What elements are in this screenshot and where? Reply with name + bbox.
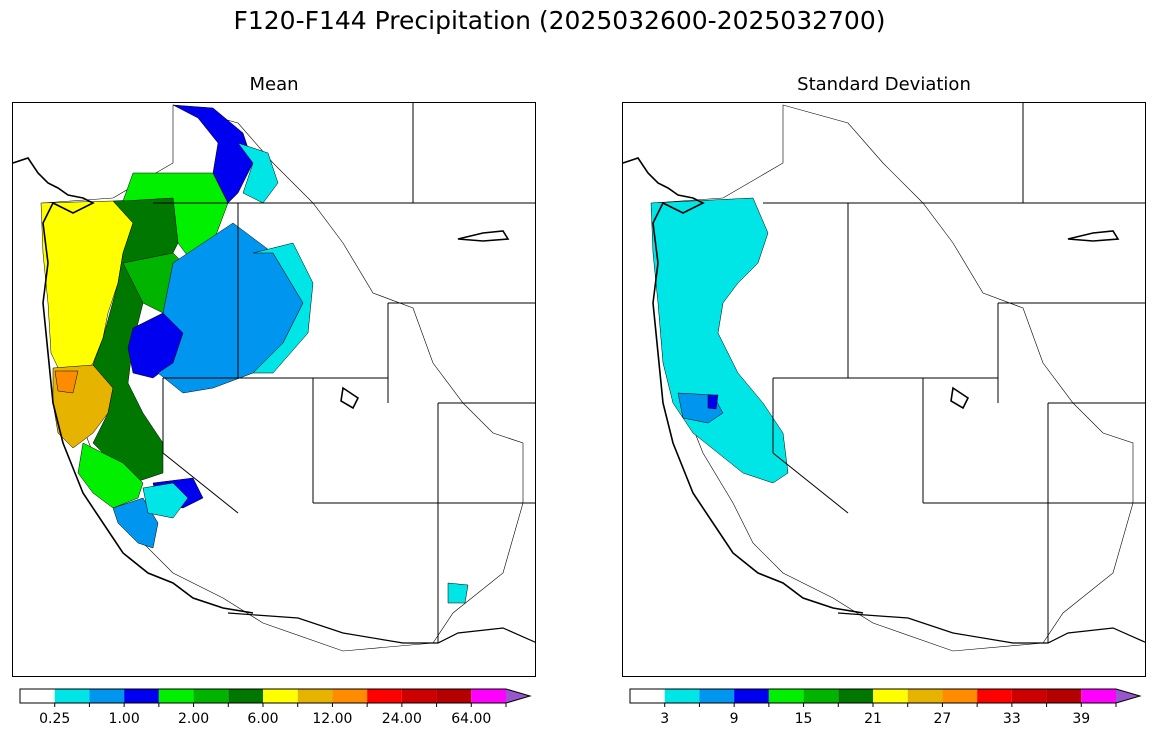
colorbar-swatch — [228, 689, 263, 703]
colorbar-swatch — [977, 689, 1012, 703]
precip-cyan-mid — [252, 242, 314, 374]
colorbar-swatch — [803, 689, 839, 703]
colorbar-tick-label: 39 — [1072, 711, 1091, 727]
colorbar-swatch — [734, 689, 769, 703]
colorbar-swatch — [1046, 689, 1082, 703]
great-salt-lake — [950, 386, 970, 410]
colorbar-outline — [19, 688, 532, 704]
colorbar-swatch — [699, 689, 735, 703]
colorbar-swatch — [54, 689, 90, 703]
colorbar-swatch — [506, 689, 530, 703]
colorbar-swatch — [1081, 689, 1116, 703]
stddev-panel-title: Standard Deviation — [797, 74, 971, 95]
colorbar-tick-label: 24.00 — [381, 711, 422, 727]
mean-map — [12, 102, 536, 677]
colorbar-tick-label: 9 — [729, 711, 739, 727]
colorbar-swatch — [401, 689, 437, 703]
colorbar-swatch — [1011, 689, 1047, 703]
coastline — [623, 157, 864, 614]
colorbar-tick-label: 33 — [1002, 711, 1021, 727]
coastline — [13, 157, 254, 614]
lake-line — [1067, 230, 1120, 242]
colorbar-swatch — [768, 689, 804, 703]
colorbar-swatch — [942, 689, 978, 703]
great-salt-lake — [340, 386, 360, 410]
colorbar-tick-label: 12.00 — [312, 711, 353, 727]
colorbar-swatch — [1116, 689, 1140, 703]
colorbar-swatch — [471, 689, 506, 703]
precip-cyan-east — [447, 582, 469, 604]
colorbar-swatch — [158, 689, 194, 703]
mean-colorbar — [19, 688, 532, 707]
colorbar-swatch — [263, 689, 298, 703]
stddev-dark-blue — [707, 394, 719, 410]
precip-medium-blue-2 — [112, 497, 159, 549]
precip-dark-orange — [54, 370, 79, 394]
stddev-colorbar — [629, 688, 1142, 707]
colorbar-swatch — [630, 689, 665, 703]
colorbar-swatch — [332, 689, 368, 703]
colorbar-swatch — [664, 689, 700, 703]
mexico-border — [227, 612, 535, 644]
colorbar-swatch — [907, 689, 943, 703]
lake-line — [457, 230, 510, 242]
colorbar-swatch — [124, 689, 159, 703]
colorbar-swatch — [20, 689, 55, 703]
colorbar-tick-label: 2.00 — [177, 711, 210, 727]
colorbar-outline — [629, 688, 1142, 704]
stddev-map — [622, 102, 1146, 677]
colorbar-tick-label: 0.25 — [39, 711, 71, 727]
colorbar-tick-label: 21 — [864, 711, 882, 727]
figure-title: F120-F144 Precipitation (2025032600-2025… — [233, 6, 886, 35]
colorbar-tick-label: 3 — [660, 711, 670, 727]
colorbar-swatch — [193, 689, 229, 703]
colorbar-swatch — [89, 689, 125, 703]
colorbar-swatch — [873, 689, 908, 703]
colorbar-swatch — [297, 689, 333, 703]
precip-cyan-south — [142, 482, 189, 519]
colorbar-swatch — [838, 689, 873, 703]
precip-green-south — [77, 442, 144, 509]
colorbar-tick-label: 1.00 — [108, 711, 140, 727]
mexico-border — [837, 612, 1145, 644]
colorbar-swatch — [436, 689, 472, 703]
colorbar-swatch — [367, 689, 402, 703]
colorbar-tick-label: 64.00 — [451, 711, 492, 727]
colorbar-tick-label: 27 — [933, 711, 952, 727]
mean-panel-title: Mean — [249, 74, 299, 95]
colorbar-tick-label: 15 — [794, 711, 813, 727]
precip-blue-north — [172, 104, 254, 204]
colorbar-tick-label: 6.00 — [247, 711, 279, 727]
